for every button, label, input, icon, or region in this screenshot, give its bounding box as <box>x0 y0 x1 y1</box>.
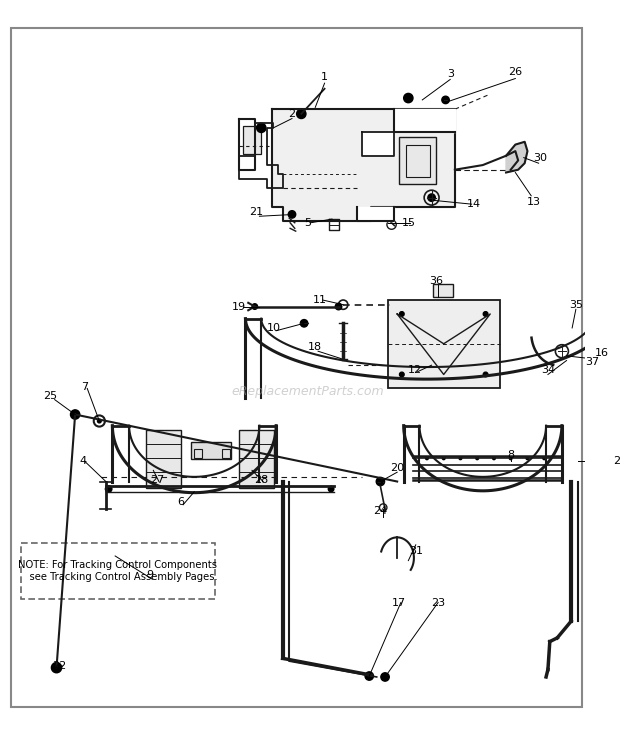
Circle shape <box>296 110 306 118</box>
Text: 19: 19 <box>232 301 246 312</box>
Circle shape <box>381 673 389 681</box>
Text: 24: 24 <box>373 506 388 516</box>
Circle shape <box>328 486 334 492</box>
Text: 23: 23 <box>431 598 445 608</box>
Bar <box>194 449 202 458</box>
Text: 5: 5 <box>304 218 311 228</box>
Circle shape <box>425 457 428 459</box>
Text: 20: 20 <box>390 462 404 473</box>
Text: 34: 34 <box>541 365 555 375</box>
Bar <box>407 145 430 177</box>
Circle shape <box>526 457 529 459</box>
Polygon shape <box>362 132 394 156</box>
Polygon shape <box>357 207 394 221</box>
Circle shape <box>509 457 512 459</box>
Bar <box>146 430 181 488</box>
Text: 28: 28 <box>254 475 268 484</box>
Text: 21: 21 <box>250 207 264 217</box>
Text: 2: 2 <box>288 109 296 119</box>
Text: 7: 7 <box>81 381 88 392</box>
Circle shape <box>399 372 404 377</box>
Circle shape <box>483 312 488 316</box>
Circle shape <box>442 96 450 104</box>
Bar <box>433 284 453 297</box>
Circle shape <box>459 457 462 459</box>
Text: 9: 9 <box>146 570 153 580</box>
Text: 37: 37 <box>585 357 600 368</box>
Circle shape <box>543 457 546 459</box>
FancyBboxPatch shape <box>20 543 215 598</box>
Circle shape <box>365 672 373 680</box>
Text: 22: 22 <box>52 661 66 671</box>
Circle shape <box>483 372 488 377</box>
Polygon shape <box>272 110 455 221</box>
Circle shape <box>399 312 404 316</box>
Text: 18: 18 <box>308 342 322 351</box>
Circle shape <box>51 662 61 673</box>
Bar <box>399 137 436 184</box>
Circle shape <box>300 320 308 327</box>
Text: 4: 4 <box>79 456 86 466</box>
Circle shape <box>252 304 257 309</box>
Bar <box>242 126 261 154</box>
Circle shape <box>404 93 413 103</box>
Text: 15: 15 <box>401 218 415 228</box>
Text: 30: 30 <box>533 153 547 162</box>
Text: NOTE: For Tracking Control Components
    see Tracking Control Assembly Pages.: NOTE: For Tracking Control Components se… <box>17 560 218 582</box>
Text: 31: 31 <box>409 546 423 556</box>
Text: 14: 14 <box>466 199 480 209</box>
Polygon shape <box>506 142 528 173</box>
Circle shape <box>428 194 435 201</box>
Text: 29: 29 <box>613 456 620 466</box>
Text: 25: 25 <box>43 391 57 401</box>
Text: 8: 8 <box>507 451 514 460</box>
Circle shape <box>492 457 495 459</box>
Text: 11: 11 <box>313 295 327 305</box>
Bar <box>192 442 231 459</box>
Text: 17: 17 <box>392 598 406 608</box>
Circle shape <box>476 457 479 459</box>
Bar <box>388 300 500 388</box>
Text: 6: 6 <box>177 497 184 507</box>
Text: 3: 3 <box>447 69 454 79</box>
Circle shape <box>442 457 445 459</box>
Circle shape <box>257 123 266 132</box>
Circle shape <box>288 211 296 218</box>
Text: 10: 10 <box>267 323 280 333</box>
Text: 35: 35 <box>569 300 583 309</box>
Circle shape <box>335 304 342 309</box>
Circle shape <box>376 477 384 486</box>
Text: eReplacementParts.com: eReplacementParts.com <box>232 385 384 398</box>
Bar <box>239 430 274 488</box>
Text: 36: 36 <box>429 276 443 287</box>
Circle shape <box>97 419 101 423</box>
Text: 27: 27 <box>150 475 164 484</box>
Circle shape <box>105 486 112 492</box>
Polygon shape <box>394 110 455 132</box>
Text: 16: 16 <box>595 348 609 358</box>
Text: 1: 1 <box>321 71 328 82</box>
Text: 12: 12 <box>408 365 422 375</box>
Text: 26: 26 <box>508 67 523 77</box>
Circle shape <box>71 410 80 419</box>
Text: 13: 13 <box>527 197 541 207</box>
Bar <box>222 449 229 458</box>
